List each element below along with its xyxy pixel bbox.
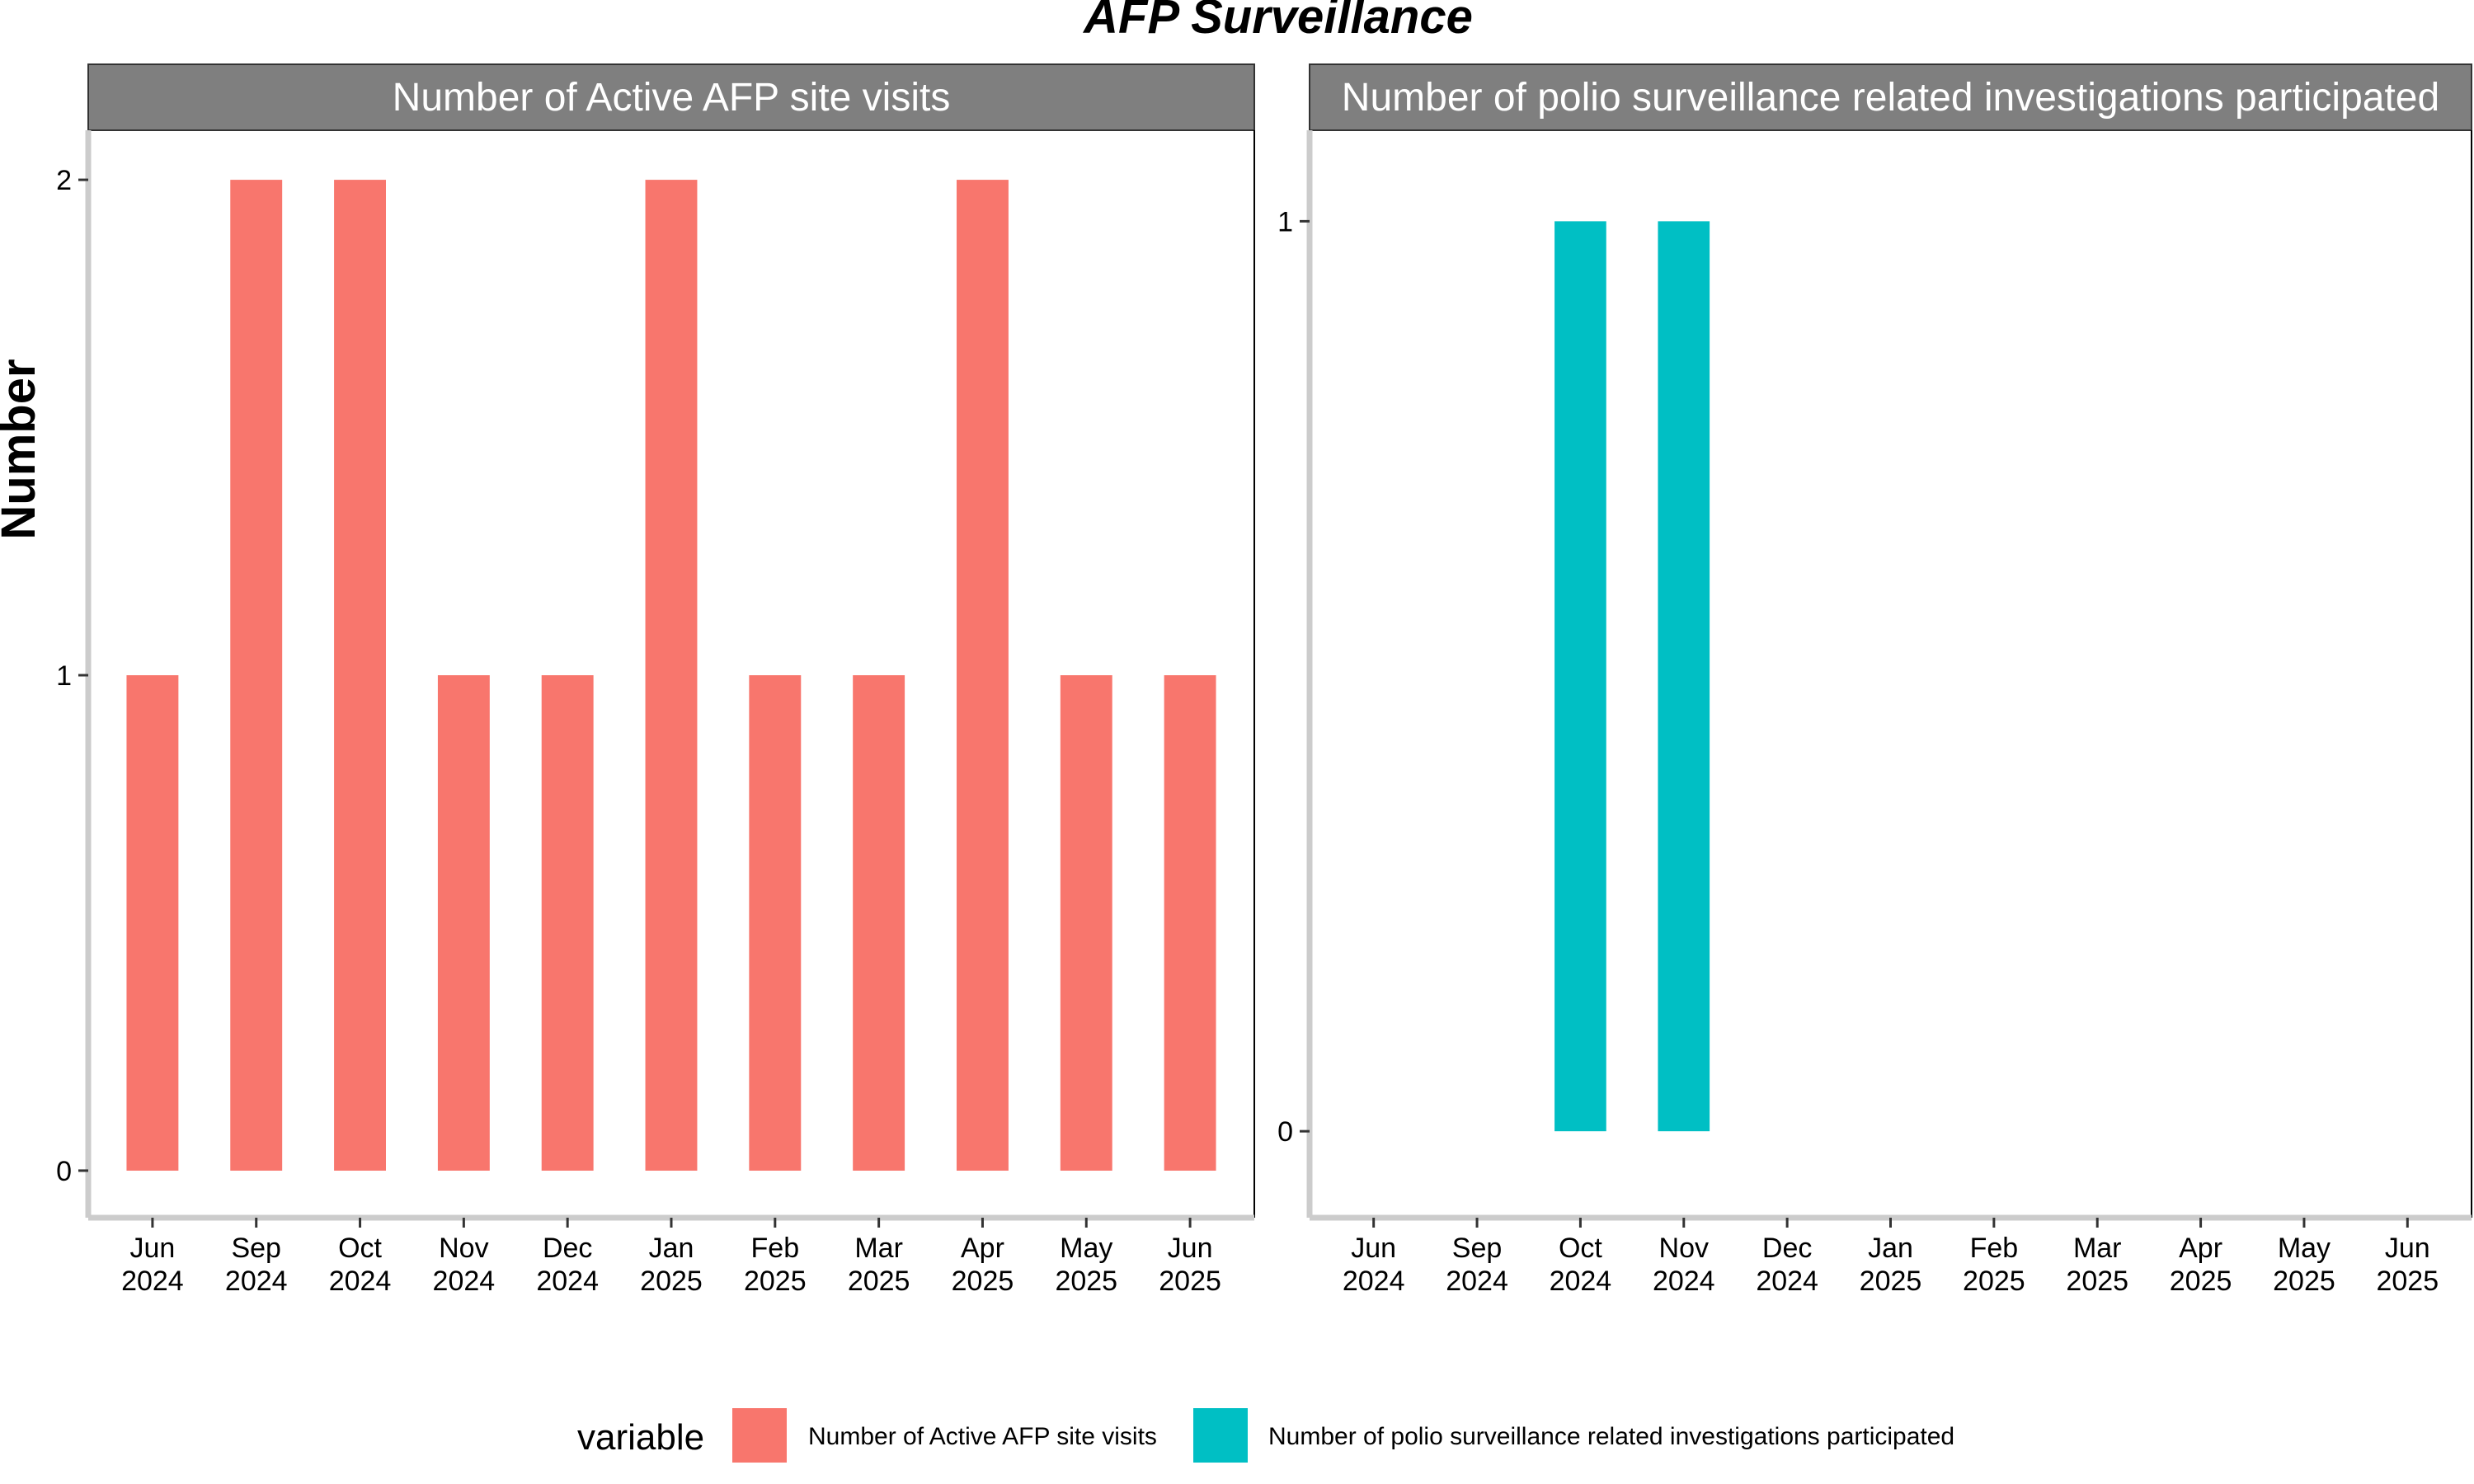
x-tick-label: Feb 2025 — [744, 1233, 807, 1297]
x-tick-label: May 2025 — [2273, 1233, 2335, 1297]
y-tick-label: 0 — [1277, 1116, 1293, 1148]
legend-items: Number of Active AFP site visits Number o… — [732, 1408, 1954, 1463]
panel-strip — [87, 63, 1255, 131]
legend-title: variable — [577, 1417, 704, 1458]
bar — [437, 675, 490, 1171]
x-tick-label: Sep 2024 — [225, 1233, 288, 1297]
x-tick-label: Jun 2025 — [1159, 1233, 1221, 1297]
panel-2: Number of polio surveillance related inv… — [1277, 63, 2472, 1297]
panel-strip-label: Number of Active AFP site visits — [393, 76, 951, 120]
bar — [1060, 675, 1112, 1171]
bar — [334, 180, 386, 1171]
x-tick-label: Jun 2025 — [2376, 1233, 2439, 1297]
x-tick-label: Mar 2025 — [848, 1233, 910, 1297]
bar — [645, 180, 698, 1171]
legend-swatch — [732, 1408, 787, 1463]
y-tick-label: 1 — [56, 660, 72, 692]
bar — [541, 675, 594, 1171]
x-tick-label: Dec 2024 — [536, 1233, 599, 1297]
x-tick-label: Apr 2025 — [952, 1233, 1014, 1297]
x-tick-label: Nov 2024 — [1653, 1233, 1715, 1297]
legend-swatch — [1193, 1408, 1248, 1463]
x-tick-label: Apr 2025 — [2170, 1233, 2232, 1297]
y-tick-label: 2 — [56, 165, 72, 196]
y-tick-label: 1 — [1277, 206, 1293, 237]
bar — [126, 675, 179, 1171]
panel-1: Number of Active AFP site visits 0 1 2 Jun 20… — [56, 63, 1255, 1297]
bar — [957, 180, 1009, 1171]
x-tick-label: Jan 2025 — [1860, 1233, 1922, 1297]
x-tick-label: Nov 2024 — [433, 1233, 496, 1297]
panels: Number of Active AFP site visits 0 1 2 Jun 20… — [56, 63, 2472, 1297]
legend-label: Number of polio surveillance related inv… — [1268, 1423, 1954, 1450]
panel-strip — [1309, 63, 2472, 131]
x-tick-label: Jun 2024 — [121, 1233, 184, 1297]
legend: variable Number of Active AFP site visit… — [577, 1408, 1954, 1463]
x-tick-label: Sep 2024 — [1446, 1233, 1508, 1297]
bar — [230, 180, 283, 1171]
x-tick-label: Mar 2025 — [2066, 1233, 2128, 1297]
x-tick-label: Dec 2024 — [1756, 1233, 1818, 1297]
x-tick-label: Jun 2024 — [1343, 1233, 1405, 1297]
chart-title: AFP Surveillance — [1082, 0, 1473, 44]
x-tick-label: Jan 2025 — [640, 1233, 703, 1297]
y-tick-label: 0 — [56, 1156, 72, 1187]
bar — [749, 675, 802, 1171]
bar — [1658, 221, 1710, 1132]
bar — [853, 675, 905, 1171]
y-axis-label: Number — [0, 359, 45, 539]
x-tick-label: Feb 2025 — [1963, 1233, 2025, 1297]
bar — [1554, 221, 1606, 1132]
legend-label: Number of Active AFP site visits — [808, 1423, 1157, 1450]
x-tick-label: May 2025 — [1055, 1233, 1117, 1297]
bar — [1164, 675, 1216, 1171]
x-tick-label: Oct 2024 — [1550, 1233, 1612, 1297]
x-tick-label: Oct 2024 — [329, 1233, 392, 1297]
panel-strip-label: Number of polio surveillance related inv… — [1342, 76, 2439, 120]
